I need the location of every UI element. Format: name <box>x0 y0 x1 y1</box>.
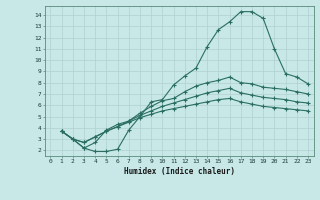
X-axis label: Humidex (Indice chaleur): Humidex (Indice chaleur) <box>124 167 235 176</box>
